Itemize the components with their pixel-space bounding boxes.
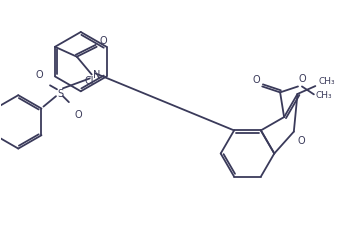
Text: O: O (253, 75, 260, 85)
Text: O: O (36, 70, 43, 80)
Text: O: O (75, 110, 82, 120)
Text: S: S (57, 89, 63, 99)
Text: O: O (299, 74, 307, 84)
Text: O: O (298, 135, 305, 145)
Text: CH₃: CH₃ (316, 90, 333, 99)
Text: O: O (100, 36, 107, 46)
Text: N: N (93, 70, 100, 80)
Text: CH₃: CH₃ (318, 77, 335, 86)
Text: Cl: Cl (85, 76, 94, 86)
